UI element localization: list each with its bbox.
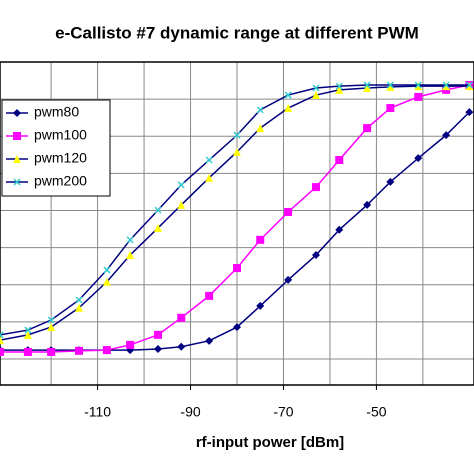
- chart-title: e-Callisto #7 dynamic range at different…: [55, 23, 419, 42]
- data-point: [312, 183, 320, 192]
- data-point: [233, 147, 241, 156]
- data-point: [442, 81, 450, 89]
- data-point: [335, 156, 344, 165]
- legend-marker: [13, 155, 21, 163]
- data-point: [177, 200, 186, 209]
- data-point: [102, 346, 111, 355]
- data-point: [154, 344, 162, 353]
- data-point: [154, 206, 162, 214]
- data-point: [256, 301, 265, 310]
- data-point: [414, 154, 423, 163]
- legend-marker: [13, 178, 21, 186]
- data-point: [0, 336, 4, 345]
- data-point: [363, 124, 372, 133]
- data-point: [312, 91, 320, 100]
- data-point: [103, 266, 111, 274]
- data-point: [465, 108, 474, 117]
- data-point: [23, 330, 32, 339]
- data-point: [363, 200, 372, 209]
- legend-marker: [13, 132, 21, 140]
- data-point: [75, 303, 83, 312]
- x-axis-label: rf-input power [dBm]: [196, 434, 344, 451]
- data-point: [102, 277, 111, 286]
- data-point: [386, 177, 395, 186]
- data-point: [154, 223, 162, 232]
- data-point: [414, 81, 422, 89]
- data-point: [154, 330, 162, 339]
- data-point: [233, 323, 241, 332]
- data-point: [177, 342, 186, 351]
- data-point: [177, 313, 186, 322]
- legend-label: pwm100: [34, 127, 87, 143]
- data-point: [414, 82, 423, 91]
- data-point: [363, 81, 371, 89]
- data-point: [363, 83, 372, 92]
- data-point: [126, 251, 135, 260]
- data-point: [205, 336, 214, 345]
- data-point: [386, 104, 395, 113]
- data-point: [465, 82, 474, 91]
- data-point: [335, 82, 343, 90]
- legend-marker: [13, 109, 21, 117]
- data-point: [75, 296, 83, 304]
- data-point: [47, 323, 56, 332]
- plot-frame: [0, 61, 474, 386]
- x-tick-label: -70: [273, 404, 293, 420]
- data-point: [126, 236, 134, 244]
- data-point: [465, 81, 473, 89]
- data-point: [312, 251, 320, 260]
- data-point: [47, 316, 55, 324]
- data-point: [0, 347, 4, 356]
- x-tick-label: -110: [84, 404, 111, 420]
- x-tick-label: -90: [180, 404, 200, 420]
- data-point: [205, 173, 214, 182]
- data-point: [414, 92, 423, 101]
- data-point: [256, 106, 264, 114]
- data-point: [442, 82, 451, 91]
- legend-label: pwm120: [34, 150, 87, 166]
- data-point: [312, 84, 320, 92]
- data-point: [442, 131, 451, 140]
- data-point: [284, 104, 293, 113]
- data-point: [284, 275, 293, 284]
- data-point: [177, 181, 185, 189]
- data-point: [256, 124, 265, 133]
- data-point: [335, 225, 344, 234]
- data-point: [126, 340, 135, 349]
- data-point: [233, 131, 241, 139]
- data-point: [284, 207, 293, 216]
- data-point: [284, 91, 292, 99]
- x-tick-label: -50: [366, 404, 386, 420]
- data-point: [386, 82, 395, 91]
- data-point: [335, 85, 344, 94]
- data-point: [47, 347, 56, 356]
- data-point: [386, 81, 394, 89]
- data-point: [24, 326, 32, 334]
- legend-label: pwm80: [34, 104, 79, 120]
- data-point: [23, 347, 32, 356]
- data-point: [256, 235, 265, 244]
- data-point: [0, 331, 4, 339]
- data-point: [233, 264, 241, 273]
- data-point: [75, 346, 83, 355]
- data-point: [205, 291, 214, 300]
- legend-label: pwm200: [34, 173, 87, 189]
- data-point: [205, 156, 213, 164]
